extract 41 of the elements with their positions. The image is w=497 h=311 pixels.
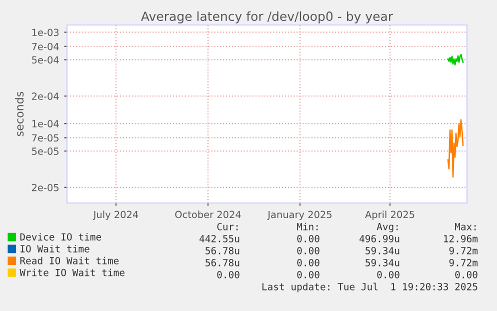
y-tick-label: 5e-04 (32, 56, 59, 64)
text: 442.55u (200, 234, 240, 242)
y-tick-label: 7e-04 (32, 42, 59, 50)
legend-label: Write IO Wait time (20, 268, 124, 276)
text: 9.72m (449, 246, 478, 254)
x-tick-label: July 2024 (92, 210, 138, 220)
y-tick-label: 2e-04 (32, 92, 59, 100)
text: 0.00 (297, 246, 320, 254)
text: 0.00 (297, 234, 320, 242)
text: Max: (454, 223, 476, 230)
line-series (447, 119, 464, 178)
y-tick-label: 1e-03 (32, 28, 59, 36)
text: 0.00 (377, 270, 400, 278)
text: 0.00 (217, 270, 240, 278)
y-tick-label: 1e-04 (32, 120, 59, 128)
y-axis-title: seconds (15, 92, 24, 136)
text: Last update: Tue Jul 1 19:20:33 2025 (262, 282, 478, 292)
text: 496.99u (360, 234, 400, 242)
text: 0.00 (455, 270, 478, 278)
legend-label: Device IO time (20, 233, 102, 241)
text: Avg: (376, 223, 398, 232)
y-tick-label: 7e-05 (32, 134, 59, 142)
text: 56.78u (206, 246, 240, 254)
chart-title: Average latency for /dev/loop0 - by year (141, 11, 394, 24)
y-tick-label: 2e-05 (32, 184, 59, 192)
text: 59.34u (366, 258, 400, 266)
text: Min: (296, 222, 318, 230)
x-tick-label: January 2025 (267, 210, 332, 220)
text: 56.78u (206, 258, 240, 266)
y-tick-label: 5e-05 (32, 148, 59, 155)
text: 0.00 (297, 258, 320, 266)
legend-label: Read IO Wait time (20, 256, 119, 264)
x-tick-label: April 2025 (365, 210, 414, 220)
text: 59.34u (366, 246, 400, 254)
text: 0.00 (297, 270, 320, 278)
text: Cur: (217, 222, 238, 230)
text: 9.72m (449, 258, 478, 266)
text: 12.96m (444, 234, 478, 242)
line-series (447, 54, 464, 66)
x-tick-label: October 2024 (175, 210, 241, 218)
legend-label: IO Wait time (20, 244, 90, 252)
